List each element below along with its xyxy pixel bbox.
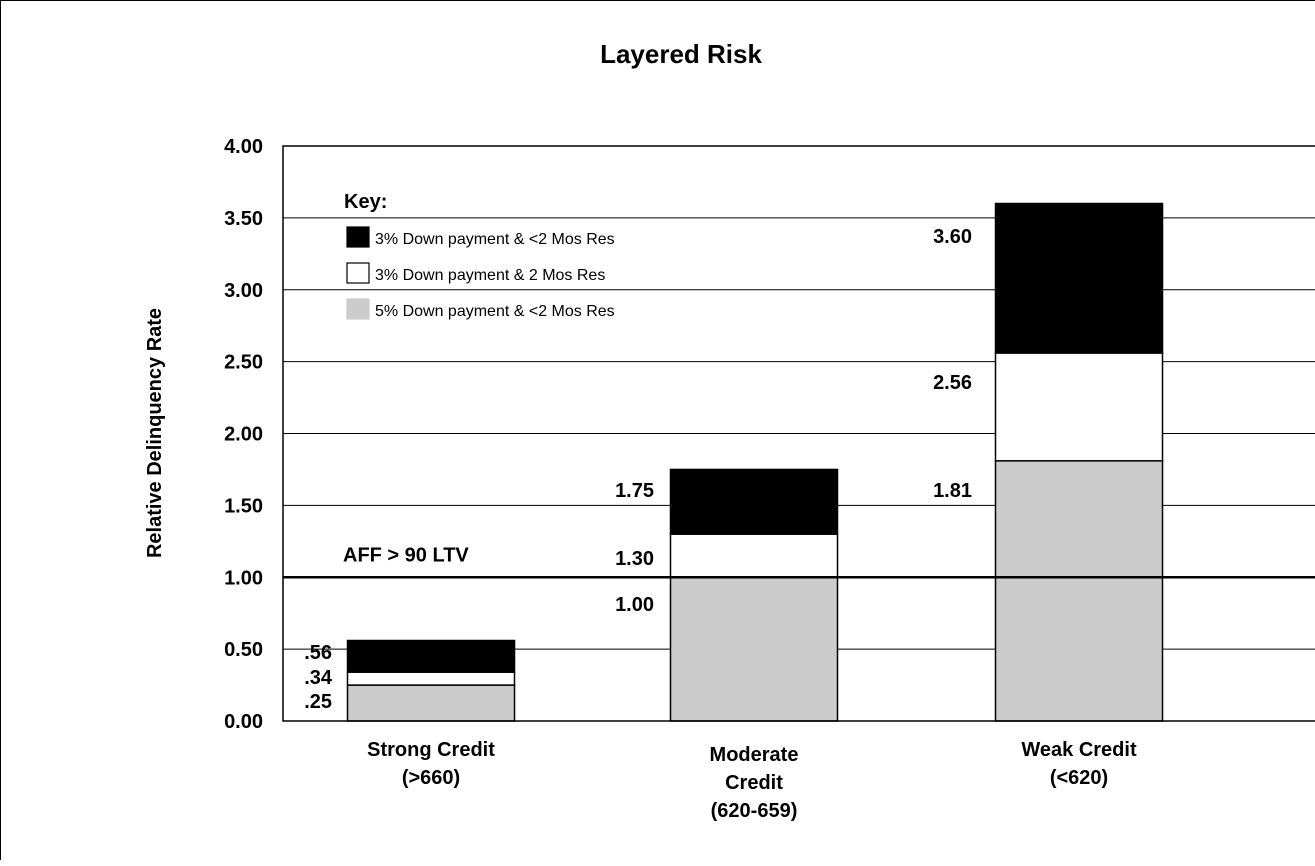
bar-top-segment bbox=[669, 468, 839, 535]
category-label: Credit bbox=[725, 772, 783, 794]
category-labels: Strong Credit (>660) Moderate Credit (620-65… bbox=[367, 739, 1137, 822]
legend-label: 3% Down payment & <2 Mos Res bbox=[375, 231, 615, 248]
data-label: 1.75 bbox=[615, 480, 654, 502]
data-label: .34 bbox=[304, 667, 333, 689]
y-axis-label: Relative Delinquency Rate bbox=[144, 308, 166, 558]
data-labels: .25.34 .56 1.00 1.30 1.75 1.81 2.56 3.60 bbox=[304, 226, 972, 713]
y-tick-labels: 0.00 0.50 1.00 1.50 2.00 2.50 3.00 3.50 4.00 bbox=[224, 136, 263, 733]
category-label: Moderate bbox=[710, 744, 799, 766]
plot-border bbox=[282, 145, 1315, 722]
data-label: 3.60 bbox=[933, 226, 972, 248]
bar-middle-segment bbox=[994, 352, 1164, 462]
legend-swatch bbox=[346, 298, 370, 320]
y-tick-label: 2.50 bbox=[224, 352, 263, 374]
bar-middle-segment bbox=[669, 533, 839, 578]
y-tick-label: 1.50 bbox=[224, 495, 263, 517]
data-label: 1.81 bbox=[933, 480, 972, 502]
legend: Key: 3% Down payment & <2 Mos Res 3% Down … bbox=[344, 191, 615, 320]
reference-line: AFF > 90 LTV bbox=[283, 544, 1315, 579]
reference-line-label: AFF > 90 LTV bbox=[343, 544, 469, 566]
data-label: .56 bbox=[304, 642, 332, 664]
y-tick-label: 3.50 bbox=[224, 208, 263, 230]
data-label: .25 bbox=[304, 691, 332, 713]
bar-base-segment bbox=[994, 460, 1164, 722]
y-tick-label: 3.00 bbox=[224, 280, 263, 302]
bar-middle-segment bbox=[346, 671, 516, 686]
category-label: (>660) bbox=[402, 767, 460, 789]
bar-base-segment bbox=[669, 576, 839, 722]
legend-swatch bbox=[346, 262, 370, 284]
data-label: 2.56 bbox=[933, 372, 972, 394]
category-label: Strong Credit bbox=[367, 739, 495, 761]
legend-title: Key: bbox=[344, 191, 387, 213]
legend-label: 5% Down payment & <2 Mos Res bbox=[375, 303, 615, 320]
legend-label: 3% Down payment & 2 Mos Res bbox=[375, 267, 605, 284]
category-label: Weak Credit bbox=[1021, 739, 1137, 761]
y-tick-label: 4.00 bbox=[224, 136, 263, 158]
data-label: 1.30 bbox=[615, 548, 654, 570]
y-tick-label: 0.00 bbox=[224, 711, 263, 733]
data-label: 1.00 bbox=[615, 594, 654, 616]
category-label: (<620) bbox=[1050, 767, 1108, 789]
chart-title: Layered Risk bbox=[600, 39, 762, 69]
category-label: (620-659) bbox=[711, 800, 798, 822]
legend-swatch bbox=[346, 226, 370, 248]
bar-base-segment bbox=[346, 684, 516, 722]
bar-top-segment bbox=[994, 202, 1164, 354]
y-tick-label: 1.00 bbox=[224, 567, 263, 589]
y-tick-label: 0.50 bbox=[224, 639, 263, 661]
y-tick-label: 2.00 bbox=[224, 424, 263, 446]
bar-top-segment bbox=[346, 639, 516, 673]
